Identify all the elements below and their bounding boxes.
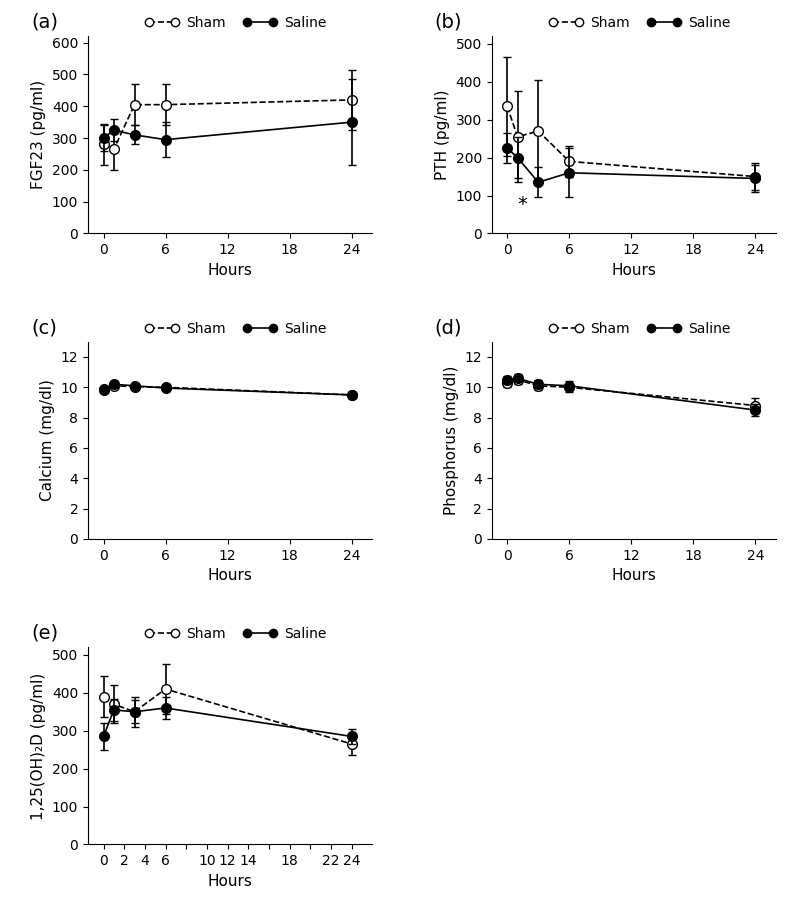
Y-axis label: Phosphorus (mg/dl): Phosphorus (mg/dl)	[444, 366, 458, 515]
Legend: Sham, Saline: Sham, Saline	[543, 11, 736, 35]
Text: (a): (a)	[31, 13, 58, 32]
Legend: Sham, Saline: Sham, Saline	[139, 11, 332, 35]
Text: (c): (c)	[31, 318, 57, 337]
Legend: Sham, Saline: Sham, Saline	[139, 622, 332, 646]
X-axis label: Hours: Hours	[208, 568, 253, 583]
Y-axis label: 1,25(OH)₂D (pg/ml): 1,25(OH)₂D (pg/ml)	[31, 672, 46, 820]
Y-axis label: Calcium (mg/dl): Calcium (mg/dl)	[40, 380, 55, 501]
Y-axis label: FGF23 (pg/ml): FGF23 (pg/ml)	[31, 80, 46, 190]
X-axis label: Hours: Hours	[208, 262, 253, 278]
Text: (b): (b)	[435, 13, 462, 32]
Text: (e): (e)	[31, 624, 58, 643]
Text: (d): (d)	[435, 318, 462, 337]
Text: *: *	[518, 194, 528, 213]
X-axis label: Hours: Hours	[611, 262, 656, 278]
Y-axis label: PTH (pg/ml): PTH (pg/ml)	[435, 90, 450, 180]
X-axis label: Hours: Hours	[208, 873, 253, 889]
Legend: Sham, Saline: Sham, Saline	[139, 316, 332, 341]
X-axis label: Hours: Hours	[611, 568, 656, 583]
Legend: Sham, Saline: Sham, Saline	[543, 316, 736, 341]
